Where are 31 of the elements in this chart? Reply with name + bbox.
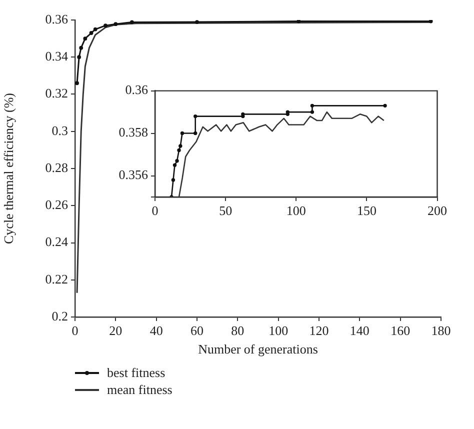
y-tick-label: 0.24 bbox=[45, 234, 68, 250]
y-tick-label: 0.28 bbox=[45, 160, 68, 175]
y-axis-title: Cycle thermal efficiency (%) bbox=[1, 93, 16, 244]
x-tick-label: 0 bbox=[72, 323, 78, 338]
x-tick-label: 100 bbox=[286, 203, 306, 218]
y-tick-label: 0.2 bbox=[52, 308, 68, 324]
x-tick-label: 60 bbox=[190, 323, 204, 338]
x-tick-label: 80 bbox=[231, 323, 244, 338]
x-tick-label: 140 bbox=[350, 323, 370, 338]
legend-label: mean fitness bbox=[107, 382, 172, 398]
x-tick-label: 160 bbox=[390, 323, 410, 338]
x-tick-label: 40 bbox=[150, 323, 163, 338]
x-axis-title: Number of generations bbox=[198, 342, 318, 357]
x-tick-label: 150 bbox=[356, 203, 376, 218]
y-tick-label: 0.36 bbox=[125, 82, 148, 98]
y-tick-label: 0.26 bbox=[45, 197, 68, 212]
x-tick-label: 120 bbox=[309, 323, 329, 338]
x-tick-label: 200 bbox=[428, 203, 447, 218]
x-tick-label: 50 bbox=[219, 203, 232, 218]
x-tick-label: 100 bbox=[268, 323, 288, 338]
y-tick-label: 0.32 bbox=[45, 86, 68, 101]
y-tick-label: 0.3 bbox=[52, 122, 68, 138]
y-tick-label: 0.22 bbox=[45, 271, 68, 286]
x-tick-label: 20 bbox=[109, 323, 122, 338]
y-tick-label: 0.356 bbox=[118, 167, 148, 182]
x-tick-label: 0 bbox=[152, 203, 158, 218]
x-tick-label: 180 bbox=[431, 323, 451, 338]
y-tick-label: 0.358 bbox=[118, 124, 148, 140]
y-tick-label: 0.34 bbox=[45, 48, 68, 64]
y-tick-label: 0.36 bbox=[45, 11, 68, 26]
legend-label: best fitness bbox=[107, 364, 166, 380]
